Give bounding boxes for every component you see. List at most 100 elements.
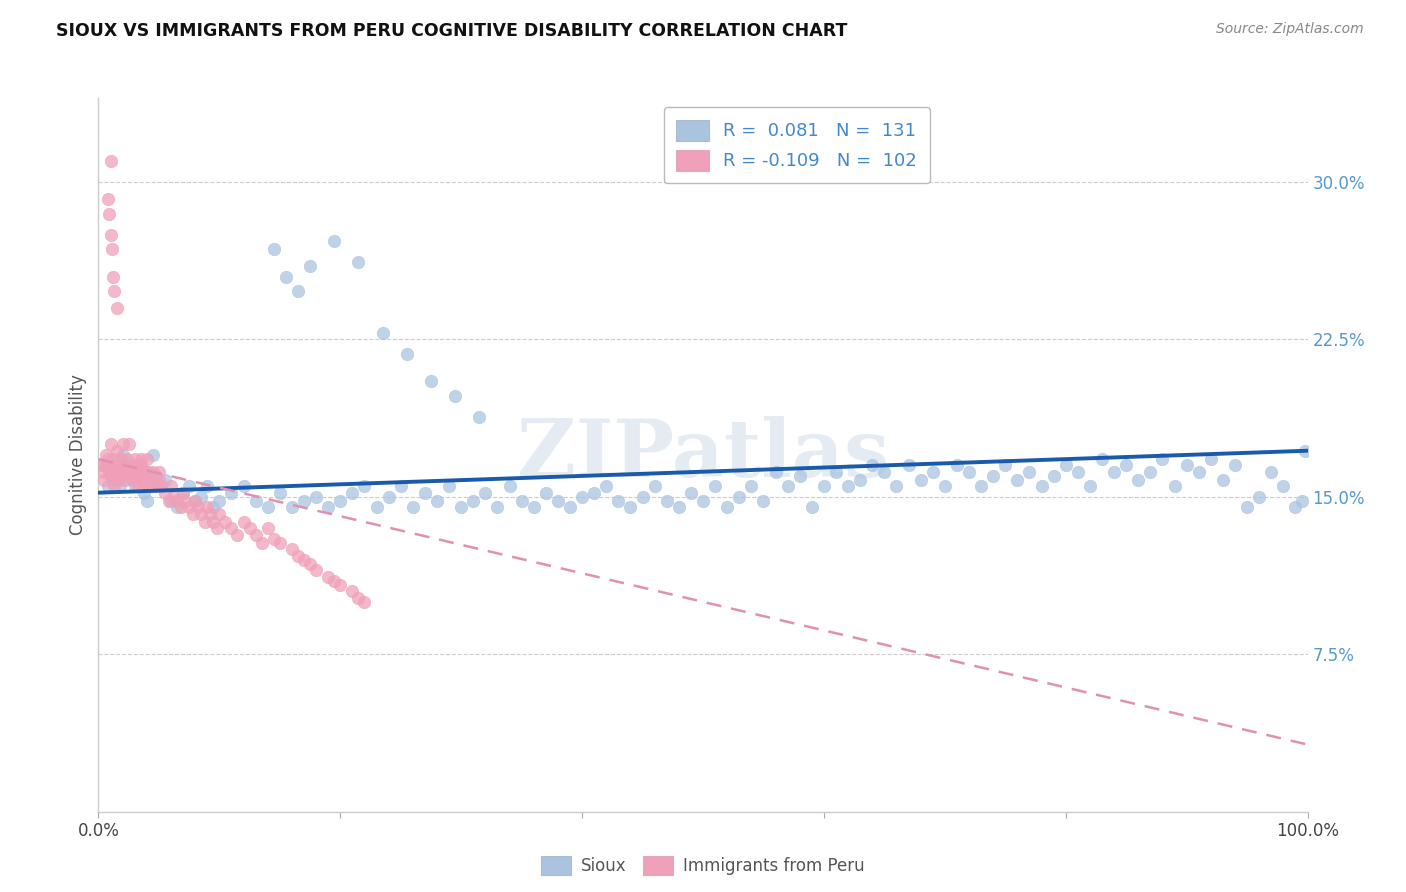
Point	[1139, 465, 1161, 479]
Point	[105, 465, 128, 479]
Point	[1115, 458, 1137, 473]
Point	[269, 536, 291, 550]
Point	[765, 465, 787, 479]
Point	[389, 479, 412, 493]
Point	[558, 500, 581, 515]
Point	[221, 521, 243, 535]
Point	[583, 485, 606, 500]
Point	[886, 479, 908, 493]
Point	[103, 479, 125, 493]
Point	[813, 479, 835, 493]
Point	[129, 452, 152, 467]
Point	[181, 507, 204, 521]
Point	[187, 500, 209, 515]
Point	[342, 584, 364, 599]
Point	[523, 500, 546, 515]
Point	[547, 494, 569, 508]
Point	[121, 473, 143, 487]
Point	[860, 458, 883, 473]
Point	[131, 473, 153, 487]
Point	[534, 485, 557, 500]
Point	[679, 485, 702, 500]
Point	[644, 479, 666, 493]
Point	[347, 255, 370, 269]
Point	[1054, 458, 1077, 473]
Point	[107, 473, 129, 487]
Point	[281, 542, 304, 557]
Point	[118, 462, 141, 476]
Point	[353, 479, 375, 493]
Point	[402, 500, 425, 515]
Point	[127, 469, 149, 483]
Point	[274, 269, 297, 284]
Point	[910, 473, 932, 487]
Point	[135, 469, 157, 483]
Point	[91, 458, 114, 473]
Point	[329, 494, 352, 508]
Point	[437, 479, 460, 493]
Point	[120, 458, 142, 473]
Point	[668, 500, 690, 515]
Point	[160, 479, 183, 493]
Point	[93, 458, 115, 473]
Point	[172, 485, 194, 500]
Point	[1260, 465, 1282, 479]
Point	[873, 465, 896, 479]
Point	[214, 515, 236, 529]
Point	[138, 465, 160, 479]
Point	[716, 500, 738, 515]
Point	[100, 469, 122, 483]
Point	[111, 469, 134, 483]
Point	[316, 500, 339, 515]
Point	[104, 465, 127, 479]
Point	[1291, 494, 1313, 508]
Point	[96, 458, 118, 473]
Point	[776, 479, 799, 493]
Point	[316, 569, 339, 583]
Point	[128, 458, 150, 473]
Point	[981, 469, 1004, 483]
Point	[329, 578, 352, 592]
Point	[134, 479, 156, 493]
Point	[420, 375, 443, 389]
Point	[150, 479, 173, 493]
Point	[143, 473, 166, 487]
Point	[800, 500, 823, 515]
Point	[1067, 465, 1090, 479]
Point	[347, 591, 370, 605]
Point	[124, 479, 146, 493]
Point	[245, 527, 267, 541]
Point	[704, 479, 727, 493]
Point	[1091, 452, 1114, 467]
Point	[101, 473, 124, 487]
Point	[194, 515, 217, 529]
Point	[371, 326, 394, 341]
Point	[112, 458, 135, 473]
Point	[607, 494, 630, 508]
Point	[98, 206, 121, 220]
Point	[232, 515, 254, 529]
Point	[103, 284, 125, 298]
Point	[740, 479, 762, 493]
Point	[1284, 500, 1306, 515]
Text: ZIPatlas: ZIPatlas	[517, 416, 889, 494]
Point	[174, 494, 197, 508]
Point	[413, 485, 436, 500]
Point	[498, 479, 520, 493]
Point	[468, 410, 491, 425]
Point	[105, 458, 128, 473]
Point	[115, 458, 138, 473]
Point	[208, 494, 231, 508]
Point	[100, 458, 122, 473]
Point	[202, 500, 225, 515]
Point	[970, 479, 993, 493]
Point	[145, 479, 167, 493]
Point	[377, 490, 399, 504]
Point	[342, 485, 364, 500]
Point	[169, 500, 191, 515]
Point	[110, 452, 132, 467]
Point	[946, 458, 969, 473]
Point	[166, 494, 188, 508]
Point	[105, 443, 128, 458]
Point	[91, 465, 114, 479]
